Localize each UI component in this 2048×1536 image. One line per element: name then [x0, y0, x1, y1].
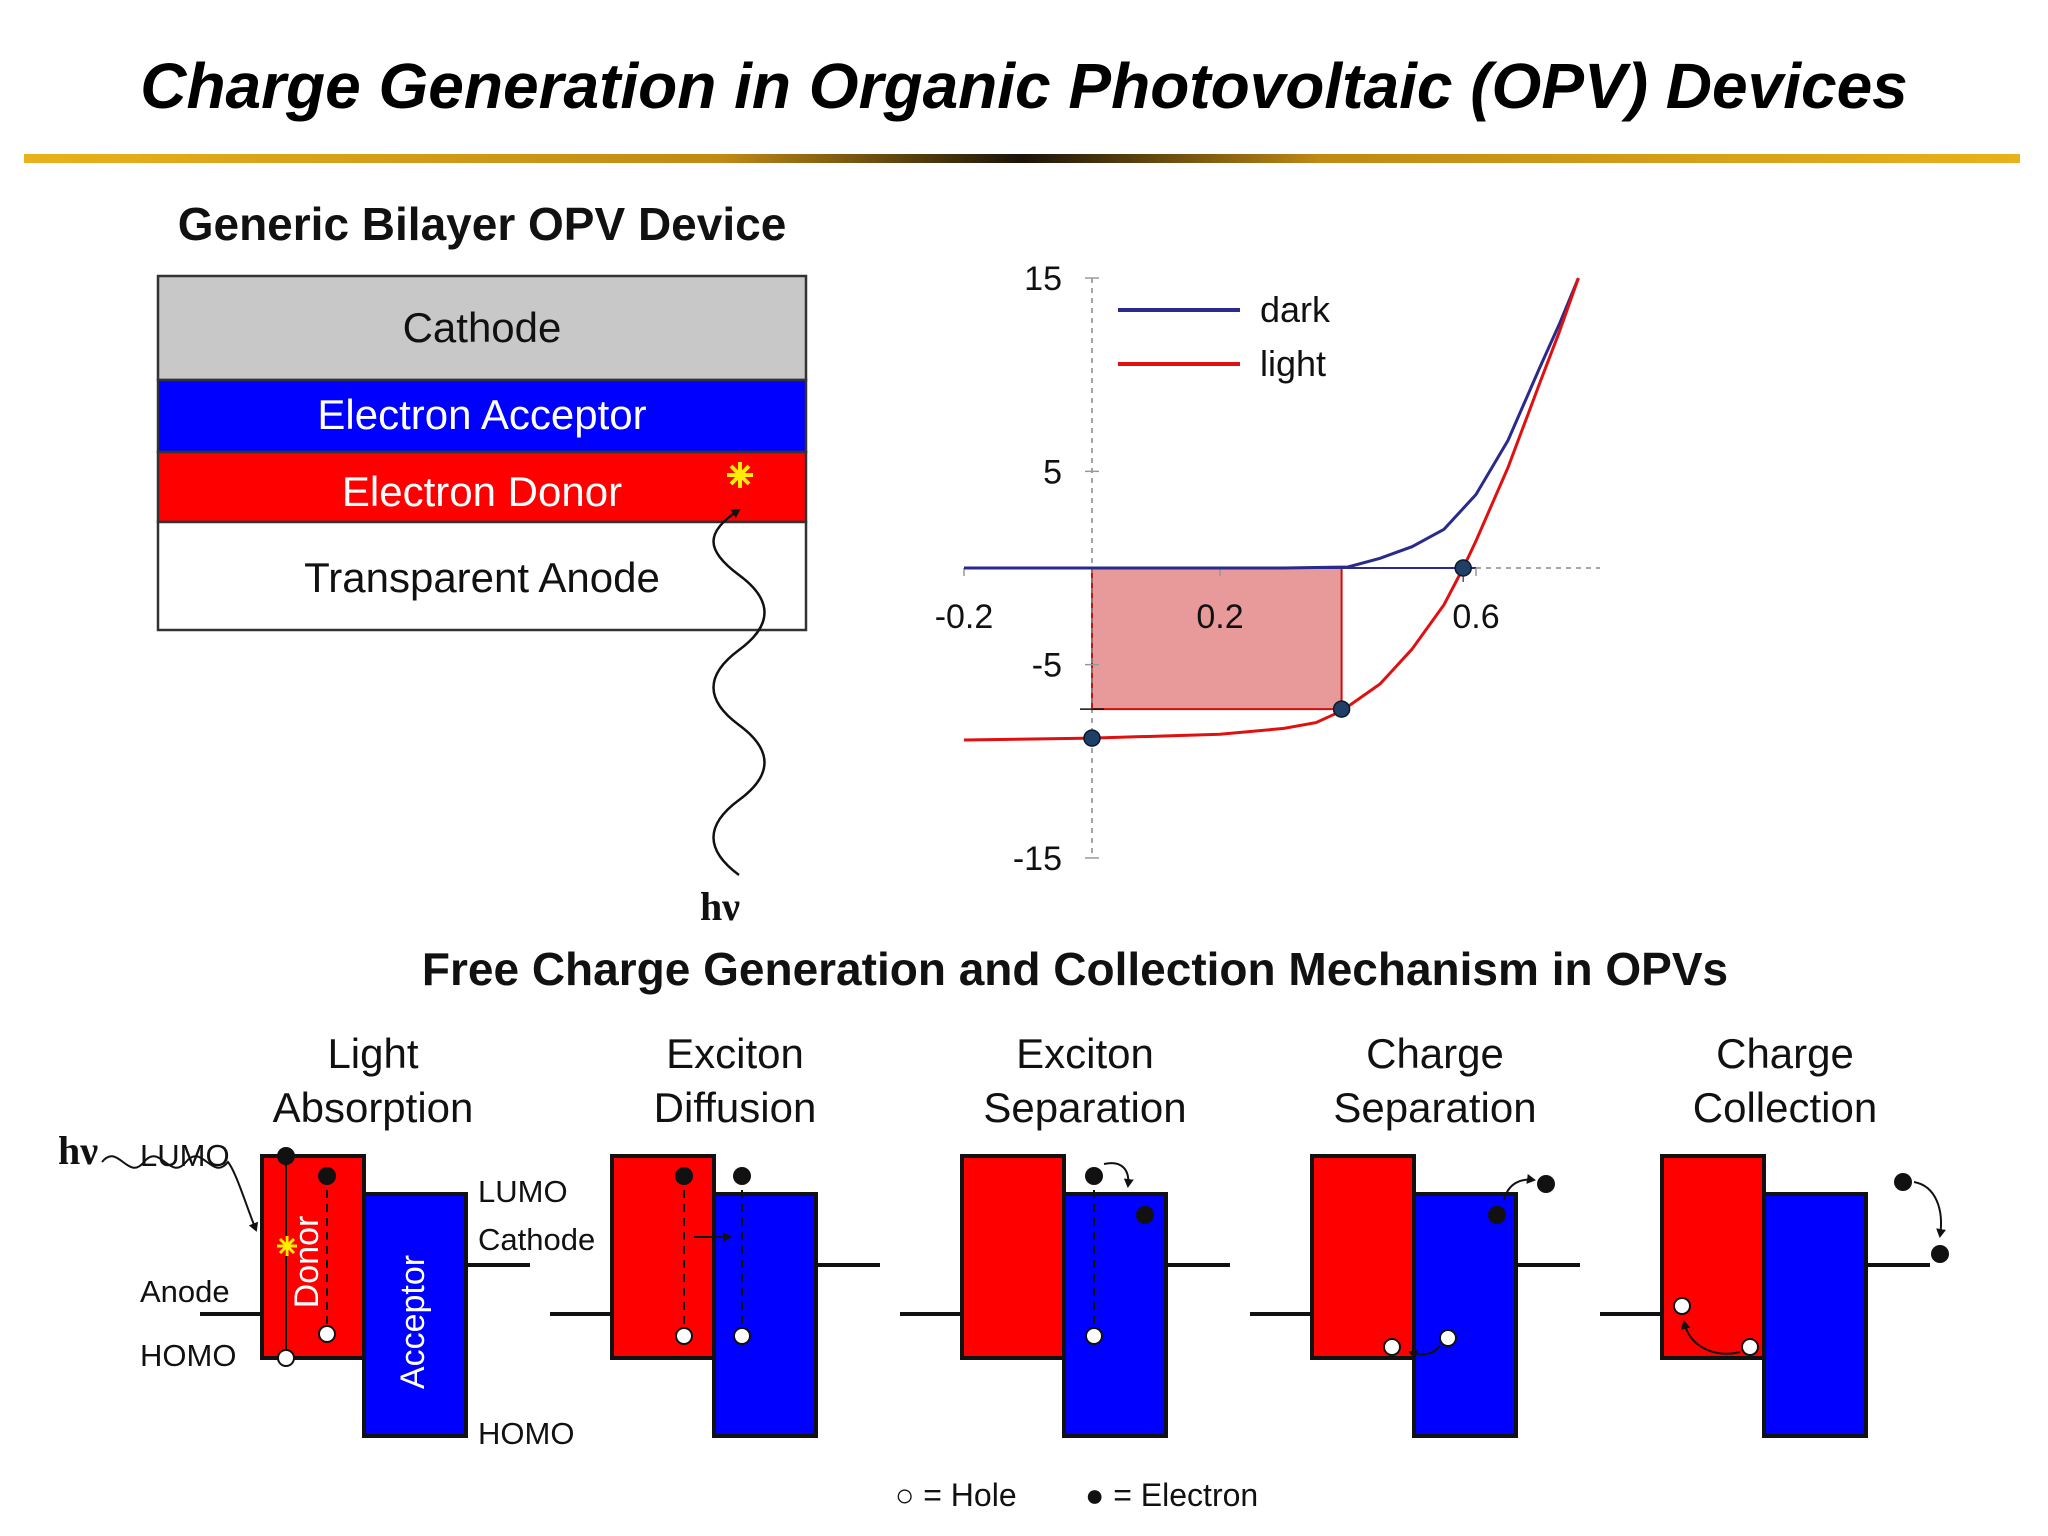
asterisk-star-icon [727, 462, 753, 488]
electron-marker [1537, 1175, 1555, 1193]
data-point [1332, 700, 1351, 718]
step-title-line2: Separation [983, 1084, 1186, 1131]
donor-block [960, 1154, 1066, 1360]
y-tick-label: 15 [1024, 260, 1062, 298]
x-tick-label: 0.2 [1196, 598, 1243, 636]
step-title-line2: Absorption [273, 1084, 474, 1131]
y-tick-label: 5 [1043, 453, 1062, 491]
donor-label: Electron Donor [342, 468, 622, 515]
asterisk-star-icon [277, 1236, 297, 1256]
electron-marker [1894, 1173, 1912, 1191]
title-rule [24, 154, 2020, 163]
homo-label: HOMO [478, 1416, 574, 1451]
acceptor-block [1062, 1192, 1168, 1438]
transfer-arrow [1680, 1320, 1741, 1355]
electron-marker [277, 1147, 295, 1165]
step-title-line2: Separation [1333, 1084, 1536, 1131]
x-tick-label: 0.6 [1452, 598, 1499, 636]
max-power-rectangle [1091, 567, 1343, 711]
mechanism-panels: Light Absorption Exciton Diffusion Exciton Se… [58, 1030, 1949, 1451]
mechanism-heading: Free Charge Generation and Collection Me… [422, 943, 1728, 995]
transfer-arrow [1408, 1345, 1441, 1360]
donor-block [1660, 1154, 1766, 1360]
anode-layer [156, 520, 808, 632]
transfer-arrow [1503, 1174, 1536, 1201]
hole-marker [277, 1349, 295, 1367]
acceptor-block [712, 1192, 818, 1438]
step-title-line2: Diffusion [654, 1084, 817, 1131]
hole-marker [675, 1327, 693, 1345]
hole-marker [1673, 1297, 1691, 1315]
electron-marker [1931, 1245, 1949, 1263]
lumo-label: LUMO [478, 1174, 568, 1209]
electron-marker [1085, 1167, 1103, 1185]
y-tick-label: -5 [1032, 647, 1062, 685]
hole-marker [318, 1325, 336, 1343]
step-title-line2: Collection [1693, 1084, 1877, 1131]
legend-label-dark: dark [1260, 289, 1331, 330]
hole-marker [733, 1327, 751, 1345]
anode-label: Anode [140, 1274, 230, 1309]
data-point [1454, 559, 1472, 577]
bilayer-device: Generic Bilayer OPV Device Cathode Elect… [156, 198, 808, 929]
step-title-line1: Light [327, 1030, 418, 1077]
homo-label: HOMO [140, 1338, 236, 1373]
photon-label: hν [700, 884, 740, 929]
acceptor-layer [156, 378, 808, 454]
hole-marker [1085, 1327, 1103, 1345]
electron-marker [1488, 1206, 1506, 1224]
jv-chart: 15 5 -5 -15 -0.2 0.2 0.6 dark light [935, 260, 1600, 878]
anode-label: Transparent Anode [304, 554, 660, 601]
acceptor-block [1412, 1192, 1518, 1438]
electron-marker [675, 1167, 693, 1185]
hole-marker [1741, 1338, 1759, 1356]
legend-label-light: light [1260, 343, 1326, 384]
electron-marker [733, 1167, 751, 1185]
donor-block [610, 1154, 716, 1360]
photon-label: hν [58, 1128, 98, 1173]
photon-wave-small [101, 1155, 259, 1232]
step-title-line1: Exciton [1016, 1030, 1154, 1077]
cathode-label: Cathode [478, 1222, 595, 1257]
electron-marker [1136, 1206, 1154, 1224]
photon-wave [712, 508, 766, 877]
donor-block [260, 1154, 366, 1360]
step-title-line1: Charge [1716, 1030, 1854, 1077]
cathode-label: Cathode [403, 304, 562, 351]
slide-title: Charge Generation in Organic Photovoltai… [140, 50, 1908, 122]
series-line-light [963, 277, 1580, 742]
electron-marker [318, 1167, 336, 1185]
acceptor-label: Electron Acceptor [317, 391, 646, 438]
donor-vertical-label: Donor [288, 1216, 326, 1309]
transfer-arrow [1103, 1162, 1134, 1188]
acceptor-block [1762, 1192, 1868, 1438]
x-tick-label: -0.2 [935, 598, 994, 636]
step-title-line1: Charge [1366, 1030, 1504, 1077]
acceptor-vertical-label: Acceptor [394, 1255, 432, 1389]
hole-key: ○ = Hole [895, 1477, 1017, 1513]
data-point [1083, 729, 1101, 747]
bilayer-heading: Generic Bilayer OPV Device [178, 198, 787, 250]
electron-key: ● = Electron [1085, 1477, 1258, 1513]
cathode-layer [156, 274, 808, 382]
hole-marker [1383, 1338, 1401, 1356]
step-title-line1: Exciton [666, 1030, 804, 1077]
series-line-dark [964, 277, 1580, 570]
donor-layer [156, 450, 808, 524]
y-tick-label: -15 [1013, 840, 1062, 878]
donor-block [1310, 1154, 1416, 1360]
hole-marker [1439, 1329, 1457, 1347]
symbol-key: ○ = Hole ● = Electron [895, 1477, 1258, 1513]
transfer-arrow [1913, 1181, 1947, 1238]
acceptor-block [362, 1192, 468, 1438]
